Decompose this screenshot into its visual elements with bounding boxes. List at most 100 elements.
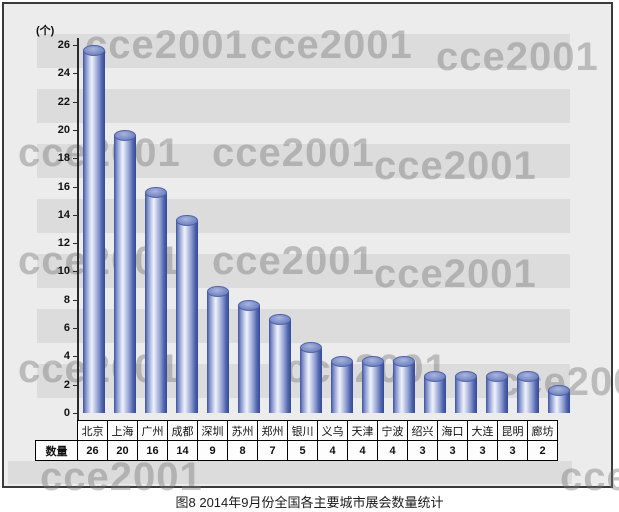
watermark-text: cce2001 (560, 455, 619, 499)
y-tick-label: 6 (63, 322, 70, 335)
y-tick-label: 16 (57, 180, 70, 193)
bar-top-ellipse (82, 45, 105, 56)
value-cell: 20 (107, 440, 138, 461)
watermark-text: cce2001 (40, 455, 203, 499)
y-axis-unit-label: (个) (36, 25, 55, 37)
city-cell: 广州 (137, 420, 168, 441)
bar-top-ellipse (392, 356, 415, 368)
bar-top-ellipse (144, 186, 167, 198)
y-tick-label: 0 (63, 407, 70, 419)
watermark-text: cce2001 (250, 23, 413, 67)
bar-body (547, 390, 570, 413)
city-cell: 绍兴 (407, 420, 438, 441)
bar-top-ellipse (485, 370, 508, 382)
city-cell: 天津 (347, 420, 378, 441)
bar-top-ellipse (454, 370, 477, 382)
value-cell: 8 (227, 440, 258, 461)
city-cell: 义乌 (317, 420, 348, 441)
bar-top-ellipse (237, 299, 260, 311)
value-cell: 26 (77, 440, 108, 461)
y-tick-mark (73, 129, 78, 131)
y-tick-mark (73, 45, 78, 46)
city-name-row: 北京 上海 广州 成都 深圳 苏州 郑州 银川 义乌 天津 宁波 绍兴 海口 大连 昆明 廊坊 (77, 420, 558, 441)
city-cell: 成都 (167, 420, 198, 441)
value-cell: 4 (377, 440, 408, 461)
bar-top-ellipse (268, 313, 291, 325)
value-cell: 5 (287, 440, 318, 461)
row-label-cell: 数量 (35, 440, 78, 461)
value-cell: 9 (197, 440, 228, 461)
bar-body (113, 135, 136, 413)
y-tick-mark (73, 413, 78, 414)
watermark-text: cce2001 (436, 35, 599, 79)
bar-body (144, 192, 167, 413)
y-axis-line (77, 38, 79, 420)
y-tick-mark (73, 243, 78, 245)
bar-top-ellipse (423, 370, 446, 382)
city-cell: 海口 (437, 420, 468, 441)
y-tick-mark (73, 271, 78, 273)
bar-body (392, 361, 415, 413)
city-cell: 苏州 (227, 420, 258, 441)
value-cell: 3 (407, 440, 438, 461)
bar-body (485, 376, 508, 413)
bar-top-ellipse (547, 384, 570, 396)
background-band-bottom (8, 461, 572, 484)
y-tick-label: 10 (57, 265, 70, 278)
city-cell: 上海 (107, 420, 138, 441)
y-tick-mark (73, 73, 78, 75)
y-tick-mark (73, 356, 78, 358)
value-cell: 7 (257, 440, 288, 461)
bar-top-ellipse (175, 214, 198, 226)
y-tick-label: 8 (63, 293, 70, 306)
y-tick-mark (73, 214, 78, 216)
bar-body (237, 305, 260, 413)
y-tick-label: 4 (63, 350, 70, 363)
watermark-text: cce2001 (374, 252, 537, 296)
bar-top-ellipse (113, 129, 136, 141)
y-tick-label: 24 (57, 67, 70, 80)
value-row: 数量 26 20 16 14 9 8 7 5 4 4 4 3 3 3 3 2 (35, 440, 558, 461)
bar-body (82, 50, 105, 413)
bar-top-ellipse (206, 285, 229, 297)
city-cell: 昆明 (497, 420, 528, 441)
value-cell: 2 (527, 440, 558, 461)
bar-top-ellipse (361, 356, 384, 368)
y-tick-mark (73, 186, 78, 188)
watermark-text: cce2001 (212, 131, 375, 175)
y-tick-mark (73, 384, 78, 386)
city-cell: 大连 (467, 420, 498, 441)
bar-body (454, 376, 477, 413)
y-tick-label: 12 (57, 237, 70, 250)
bar-top-ellipse (330, 356, 353, 368)
bar-body (516, 376, 539, 413)
y-tick-label: 22 (57, 95, 70, 108)
city-cell: 深圳 (197, 420, 228, 441)
value-cell: 3 (497, 440, 528, 461)
city-cell: 廊坊 (527, 420, 558, 441)
bar-top-ellipse (516, 370, 539, 382)
bar-body (206, 291, 229, 413)
city-cell: 银川 (287, 420, 318, 441)
value-cell: 16 (137, 440, 168, 461)
watermark-text: cce2001 (374, 144, 537, 188)
bar-top-ellipse (299, 342, 322, 354)
y-tick-label: 2 (63, 378, 70, 391)
value-cell: 14 (167, 440, 198, 461)
y-tick-mark (73, 101, 78, 103)
y-tick-mark (73, 158, 78, 160)
city-cell: 北京 (77, 420, 108, 441)
bar-body (423, 376, 446, 413)
y-tick-label: 14 (57, 208, 70, 221)
bar-body (175, 220, 198, 413)
value-cell: 3 (467, 440, 498, 461)
y-tick-mark (73, 299, 78, 301)
value-cell: 4 (347, 440, 378, 461)
city-cell: 郑州 (257, 420, 288, 441)
value-cell: 3 (437, 440, 468, 461)
chart-caption: 图8 2014年9月份全国各主要城市展会数量统计 (175, 495, 444, 510)
bar-body (299, 347, 322, 413)
y-tick-label: 18 (57, 152, 70, 165)
bar-body (330, 361, 353, 413)
